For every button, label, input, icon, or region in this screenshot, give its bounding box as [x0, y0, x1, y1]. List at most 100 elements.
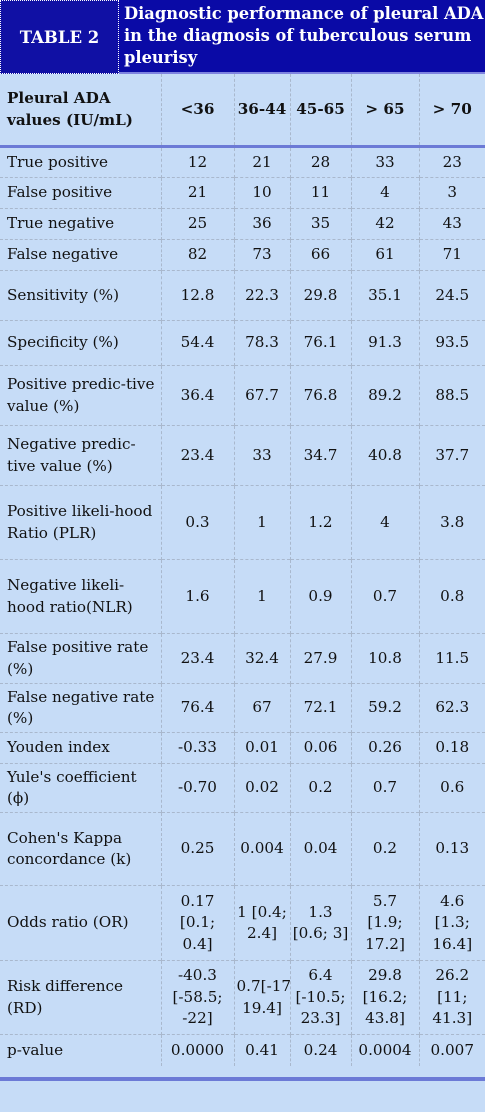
table-bottom-rule [0, 1077, 485, 1081]
table-cell: 35 [289, 208, 351, 240]
table-cell: 24.5 [418, 270, 485, 321]
row-label: False positive [0, 177, 161, 209]
header-cell-label: Pleural ADA values (IU/mL) [0, 74, 161, 148]
table-cell: 0.04 [289, 812, 351, 886]
table-cell: 4 [350, 485, 419, 560]
table-row: Odds ratio (OR) 0.17 [0.1; 0.4] 1 [0.4; 2.… [0, 885, 485, 961]
data-table: Pleural ADA values (IU/mL) <36 36-44 45-… [0, 74, 485, 1066]
table-row: False positive rate (%) 23.4 32.4 27.9 10.8 1… [0, 633, 485, 684]
table-cell: 23.4 [160, 425, 234, 486]
table-cell: 0.0000 [160, 1034, 234, 1066]
table-cell: 89.2 [350, 365, 419, 426]
row-label: False positive rate (%) [0, 633, 161, 684]
row-label: Yule's coefficient (ϕ) [0, 763, 161, 813]
header-row: Pleural ADA values (IU/mL) <36 36-44 45-… [0, 74, 485, 148]
table-cell: 82 [160, 239, 234, 271]
table-cell: 0.01 [233, 732, 290, 764]
row-label: Youden index [0, 732, 161, 764]
table-cell: 29.8 [289, 270, 351, 321]
table-cell: 0.18 [418, 732, 485, 764]
table-cell: 36.4 [160, 365, 234, 426]
table-row: Youden index -0.33 0.01 0.06 0.26 0.18 [0, 732, 485, 764]
table-cell: 93.5 [418, 320, 485, 366]
table-cell: 0.26 [350, 732, 419, 764]
table-cell: 27.9 [289, 633, 351, 684]
table-cell: 1.6 [160, 559, 234, 634]
row-label: Specificity (%) [0, 320, 161, 366]
table-row: Negative likeli-hood ratio(NLR) 1.6 1 0.9 0.… [0, 559, 485, 634]
table-cell: 22.3 [233, 270, 290, 321]
table-cell: 3 [418, 177, 485, 209]
table-row: False negative rate (%) 76.4 67 72.1 59.2 62.… [0, 683, 485, 733]
header-cell: 36-44 [233, 74, 290, 148]
table-row: True negative 25 36 35 42 43 [0, 208, 485, 240]
header-cell: > 65 [350, 74, 419, 148]
table-label: TABLE 2 [0, 0, 119, 74]
table-cell: 21 [233, 146, 290, 178]
table-cell: 12.8 [160, 270, 234, 321]
table-cell: 0.007 [418, 1034, 485, 1066]
row-label: p-value [0, 1034, 161, 1066]
table-cell: 78.3 [233, 320, 290, 366]
row-label: True negative [0, 208, 161, 240]
table-cell: 10.8 [350, 633, 419, 684]
row-label: Risk difference (RD) [0, 960, 161, 1035]
row-label: Negative predic-tive value (%) [0, 425, 161, 486]
table-cell: 62.3 [418, 683, 485, 733]
table-cell: 0.0004 [350, 1034, 419, 1066]
table-body: True positive 12 21 28 33 23 False positive 21 1… [0, 146, 485, 1066]
table-cell: 76.1 [289, 320, 351, 366]
table-cell: 67 [233, 683, 290, 733]
table-cell: 0.17 [0.1; 0.4] [160, 885, 234, 961]
header-cell: <36 [160, 74, 234, 148]
table-cell: 88.5 [418, 365, 485, 426]
table-cell: 1 [233, 485, 290, 560]
table-cell: 0.2 [350, 812, 419, 886]
table-cell: 6.4 [-10.5; 23.3] [289, 960, 351, 1035]
table-cell: 66 [289, 239, 351, 271]
table-cell: 0.24 [289, 1034, 351, 1066]
table-cell: 36 [233, 208, 290, 240]
table-cell: 21 [160, 177, 234, 209]
table-cell: -0.33 [160, 732, 234, 764]
table-cell: 0.9 [289, 559, 351, 634]
table-row: Positive predic-tive value (%) 36.4 67.7 76… [0, 365, 485, 426]
table-row: Yule's coefficient (ϕ) -0.70 0.02 0.2 0.7 0.6 [0, 763, 485, 813]
table-cell: 0.3 [160, 485, 234, 560]
table-row: True positive 12 21 28 33 23 [0, 146, 485, 178]
table-cell: 54.4 [160, 320, 234, 366]
table-cell: -40.3 [-58.5; -22] [160, 960, 234, 1035]
table-cell: 43 [418, 208, 485, 240]
table-title-bar: TABLE 2 Diagnostic performance of pleura… [0, 0, 485, 74]
table-cell: 0.2 [289, 763, 351, 813]
table-cell: 29.8 [16.2; 43.8] [350, 960, 419, 1035]
table-cell: 1.3 [0.6; 3] [289, 885, 351, 961]
table-cell: 0.25 [160, 812, 234, 886]
row-label: Sensitivity (%) [0, 270, 161, 321]
table-cell: 33 [350, 146, 419, 178]
table-cell: 61 [350, 239, 419, 271]
header-cell: > 70 [418, 74, 485, 148]
table-cell: 4.6 [1.3; 16.4] [418, 885, 485, 961]
table-cell: 1 [0.4; 2.4] [233, 885, 290, 961]
table-cell: 0.6 [418, 763, 485, 813]
table-cell: 32.4 [233, 633, 290, 684]
table-cell: 11 [289, 177, 351, 209]
table-row: False positive 21 10 11 4 3 [0, 177, 485, 209]
table-cell: 28 [289, 146, 351, 178]
table-cell: 0.02 [233, 763, 290, 813]
row-label: True positive [7, 152, 109, 171]
table-row: Risk difference (RD) -40.3 [-58.5; -22] 0.… [0, 960, 485, 1035]
table-cell: 0.7 [350, 763, 419, 813]
table-title: Diagnostic performance of pleural ADA in… [119, 0, 485, 74]
row-label: Positive likeli-hood Ratio (PLR) [0, 485, 161, 560]
row-label: False negative rate (%) [0, 683, 161, 733]
table-row: p-value 0.0000 0.41 0.24 0.0004 0.007 [0, 1034, 485, 1066]
table-cell: 76.8 [289, 365, 351, 426]
row-label: Odds ratio (OR) [0, 885, 161, 961]
table-cell: 0.7 [350, 559, 419, 634]
table-cell: 1 [233, 559, 290, 634]
table-cell: 5.7 [1.9; 17.2] [350, 885, 419, 961]
header-cell: 45-65 [289, 74, 351, 148]
